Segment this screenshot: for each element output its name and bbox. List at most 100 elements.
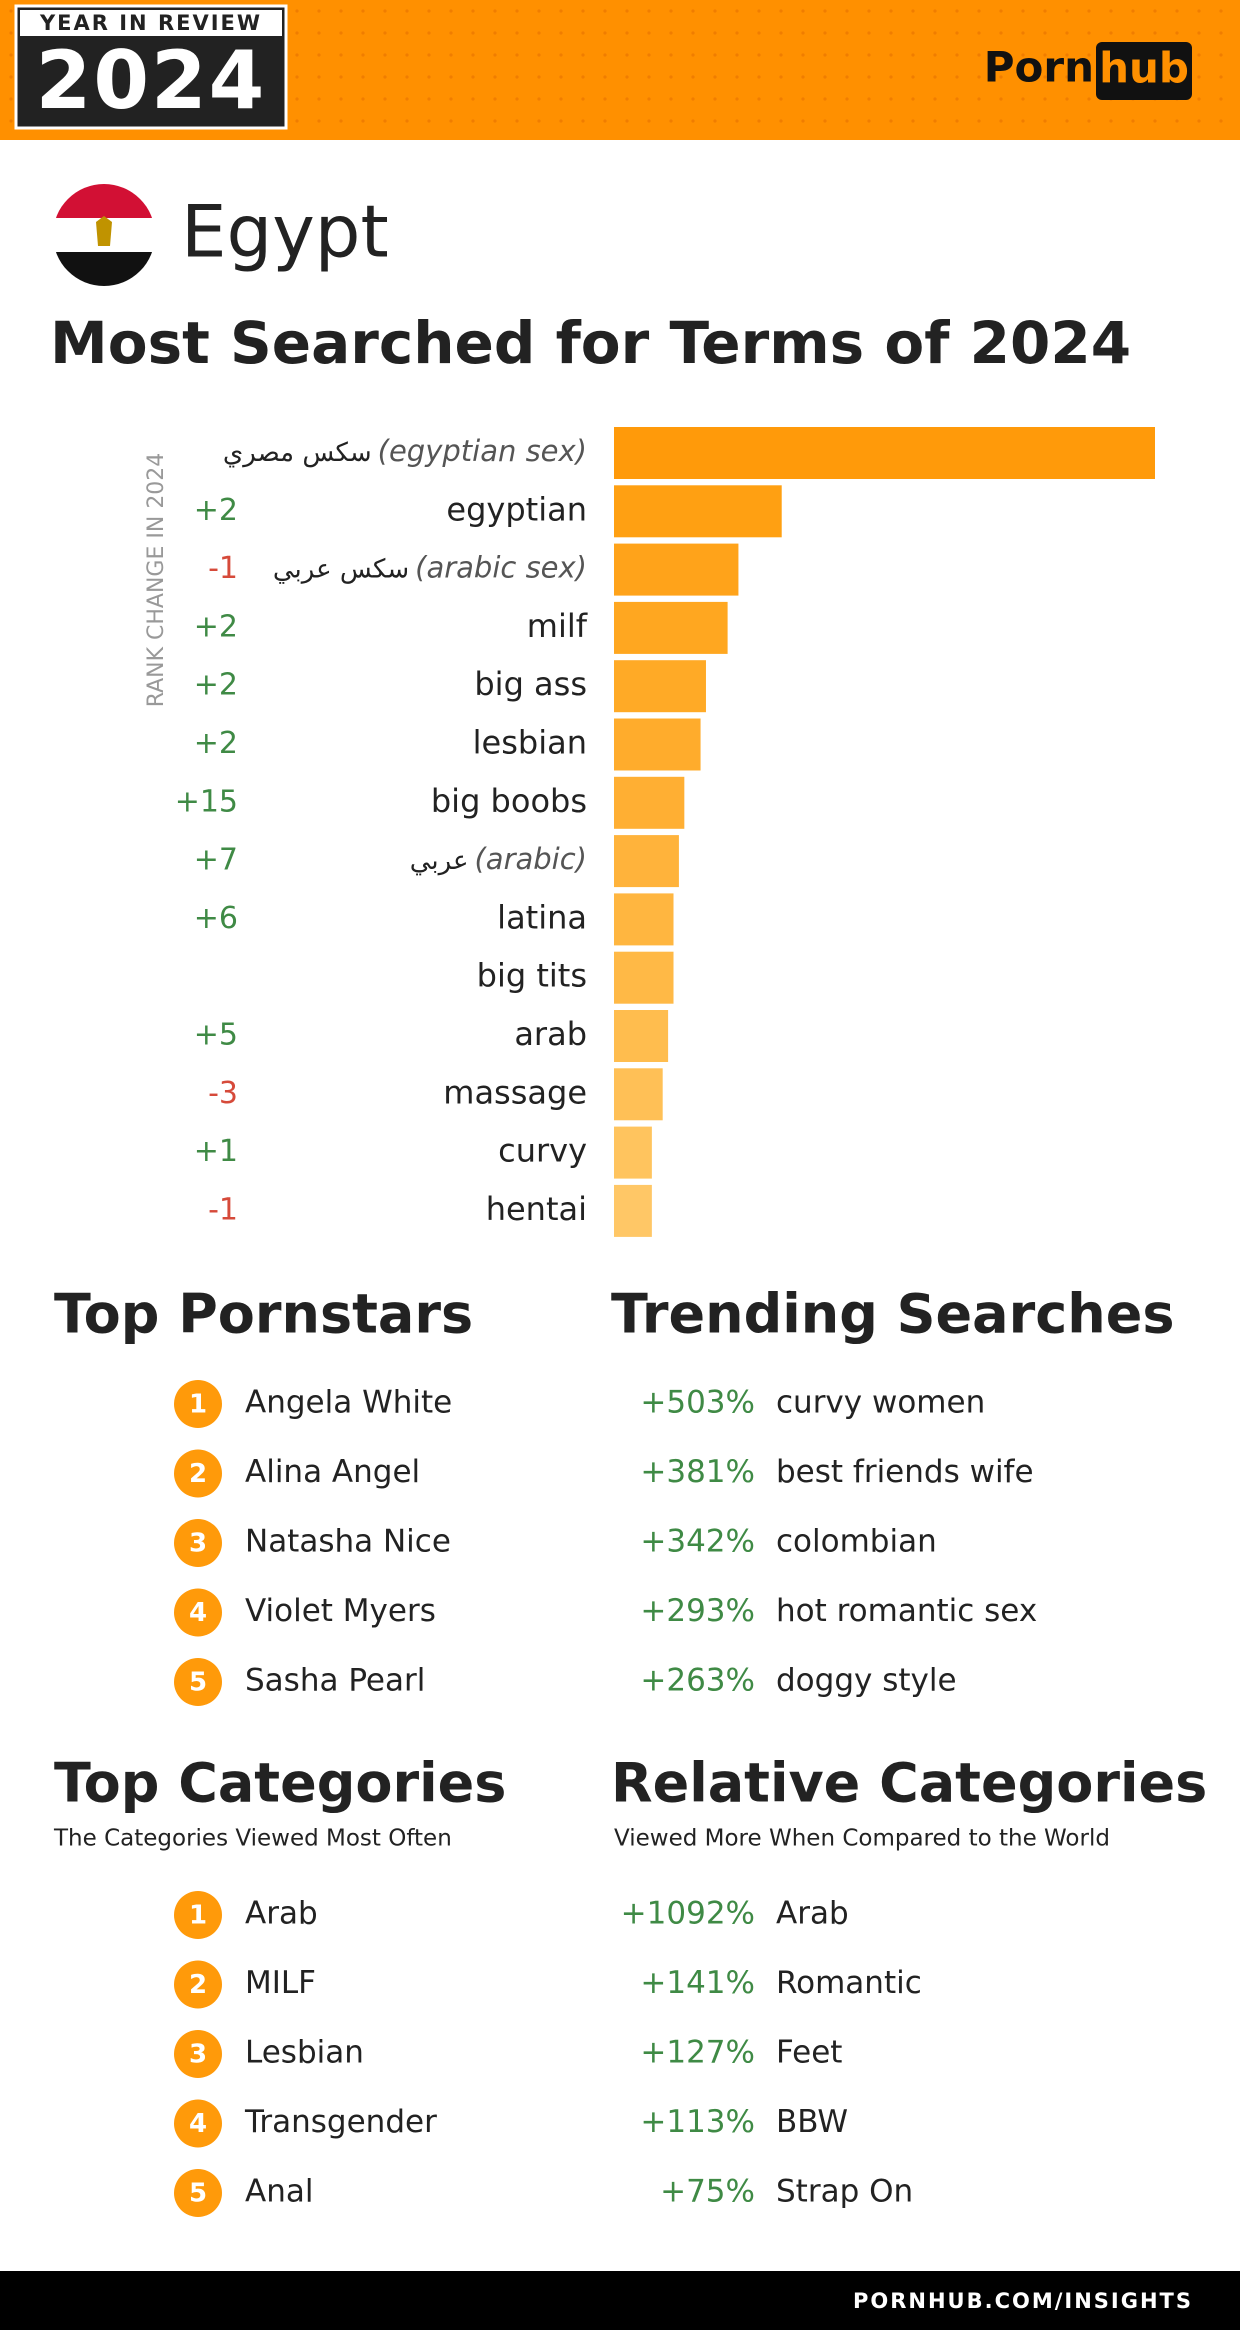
category-label: سكس عربي (arabic sex) [273, 551, 587, 585]
bar [614, 893, 674, 946]
rank-badge [174, 1380, 222, 1428]
item-term: BBW [776, 2104, 848, 2140]
rank-axis-label: RANK CHANGE IN 2024 [144, 453, 169, 708]
chart-title: Most Searched for Terms of 2024 [50, 309, 1131, 377]
item-change: +1092% [621, 1896, 755, 1932]
rank-badge [174, 1588, 222, 1637]
item-term: Strap On [776, 2174, 913, 2210]
category-term: lesbian [473, 724, 587, 762]
item-name: Arab [245, 1896, 318, 1932]
rank-badge [174, 1658, 222, 1706]
rank-change: -1 [208, 1192, 238, 1227]
item-change: +503% [640, 1385, 755, 1421]
item-term: colombian [776, 1524, 937, 1560]
footer-text: PORNHUB.COM/INSIGHTS [853, 2289, 1193, 2313]
category-label: lesbian [473, 724, 587, 762]
category-label: hentai [486, 1190, 587, 1228]
item-change: +293% [640, 1593, 755, 1629]
rank-number: 5 [189, 1668, 207, 1698]
rank-badge [174, 2169, 222, 2217]
rank-change: +6 [194, 901, 238, 936]
badge: YEAR IN REVIEW 2024 [14, 4, 288, 130]
item-name: Alina Angel [245, 1454, 420, 1490]
category-translation: (arabic) [474, 842, 587, 876]
item-change: +342% [640, 1524, 755, 1560]
item-term: Arab [776, 1896, 849, 1932]
category-translation: (egyptian sex) [378, 434, 587, 468]
rank-number: 3 [189, 1529, 207, 1559]
category-term: عربي [410, 846, 469, 876]
category-label: big tits [477, 957, 587, 995]
category-term: hentai [486, 1190, 587, 1228]
category-term: milf [527, 607, 588, 645]
item-term: hot romantic sex [776, 1593, 1037, 1629]
logo-right: hub [1099, 44, 1189, 93]
rank-change: +7 [194, 843, 238, 878]
section-subtitle: Viewed More When Compared to the World [614, 1826, 1110, 1852]
rank-number: 2 [189, 1459, 207, 1489]
rank-number: 4 [189, 2109, 207, 2139]
item-name: MILF [245, 1965, 316, 2001]
item-change: +127% [640, 2035, 755, 2071]
section-title: Relative Categories [611, 1752, 1207, 1815]
rank-change: +1 [194, 1134, 238, 1169]
rank-change: +2 [194, 493, 238, 528]
category-label: سكس مصري (egyptian sex) [223, 434, 587, 468]
category-term: سكس عربي [273, 554, 409, 584]
rank-change: -3 [208, 1076, 238, 1111]
rank-badge [174, 1449, 222, 1498]
category-label: big boobs [431, 782, 587, 820]
bar [614, 1068, 663, 1121]
category-translation: (arabic sex) [415, 551, 587, 585]
bar [614, 776, 685, 829]
rank-change: -1 [208, 551, 238, 586]
item-term: Feet [776, 2035, 842, 2071]
country-name: Egypt [181, 190, 389, 274]
category-term: egyptian [446, 490, 587, 528]
bar [614, 718, 701, 771]
rank-change: +2 [194, 668, 238, 703]
category-term: big tits [477, 957, 587, 995]
rank-badge [174, 1960, 222, 2009]
flag [53, 184, 155, 286]
category-label: milf [527, 607, 588, 645]
section-subtitle: The Categories Viewed Most Often [53, 1826, 452, 1852]
rank-badge [174, 1891, 222, 1939]
category-label: massage [443, 1073, 587, 1111]
item-name: Transgender [244, 2104, 437, 2140]
rank-change: +5 [194, 1018, 238, 1053]
category-term: big ass [474, 665, 587, 703]
category-term: سكس مصري [223, 438, 372, 468]
rank-number: 1 [189, 1390, 207, 1420]
item-change: +263% [640, 1663, 755, 1699]
rank-badge [174, 1519, 222, 1567]
bar [614, 1010, 669, 1062]
rank-badge [174, 2030, 222, 2078]
rank-number: 2 [189, 1970, 207, 2000]
rank-change: +2 [194, 609, 238, 644]
item-name: Natasha Nice [245, 1524, 451, 1560]
footer-bar [0, 2271, 1240, 2330]
item-name: Violet Myers [245, 1593, 436, 1629]
bar [614, 835, 679, 888]
category-label: big ass [474, 665, 587, 703]
item-change: +141% [640, 1965, 755, 2001]
item-term: doggy style [776, 1663, 957, 1699]
item-term: best friends wife [776, 1454, 1034, 1490]
rank-number: 1 [189, 1901, 207, 1931]
item-name: Lesbian [245, 2035, 364, 2071]
item-term: curvy women [776, 1385, 985, 1421]
section-title: Top Pornstars [54, 1283, 473, 1346]
rank-change: +2 [194, 726, 238, 761]
rank-badge [174, 2099, 222, 2148]
category-label: عربي (arabic) [410, 842, 587, 876]
item-name: Angela White [245, 1385, 452, 1421]
logo-left: Porn [984, 43, 1094, 92]
item-name: Anal [245, 2174, 313, 2210]
bar [614, 1184, 652, 1237]
category-term: arab [514, 1015, 587, 1053]
bar [614, 543, 739, 596]
item-change: +381% [640, 1454, 755, 1490]
rank-number: 5 [189, 2179, 207, 2209]
